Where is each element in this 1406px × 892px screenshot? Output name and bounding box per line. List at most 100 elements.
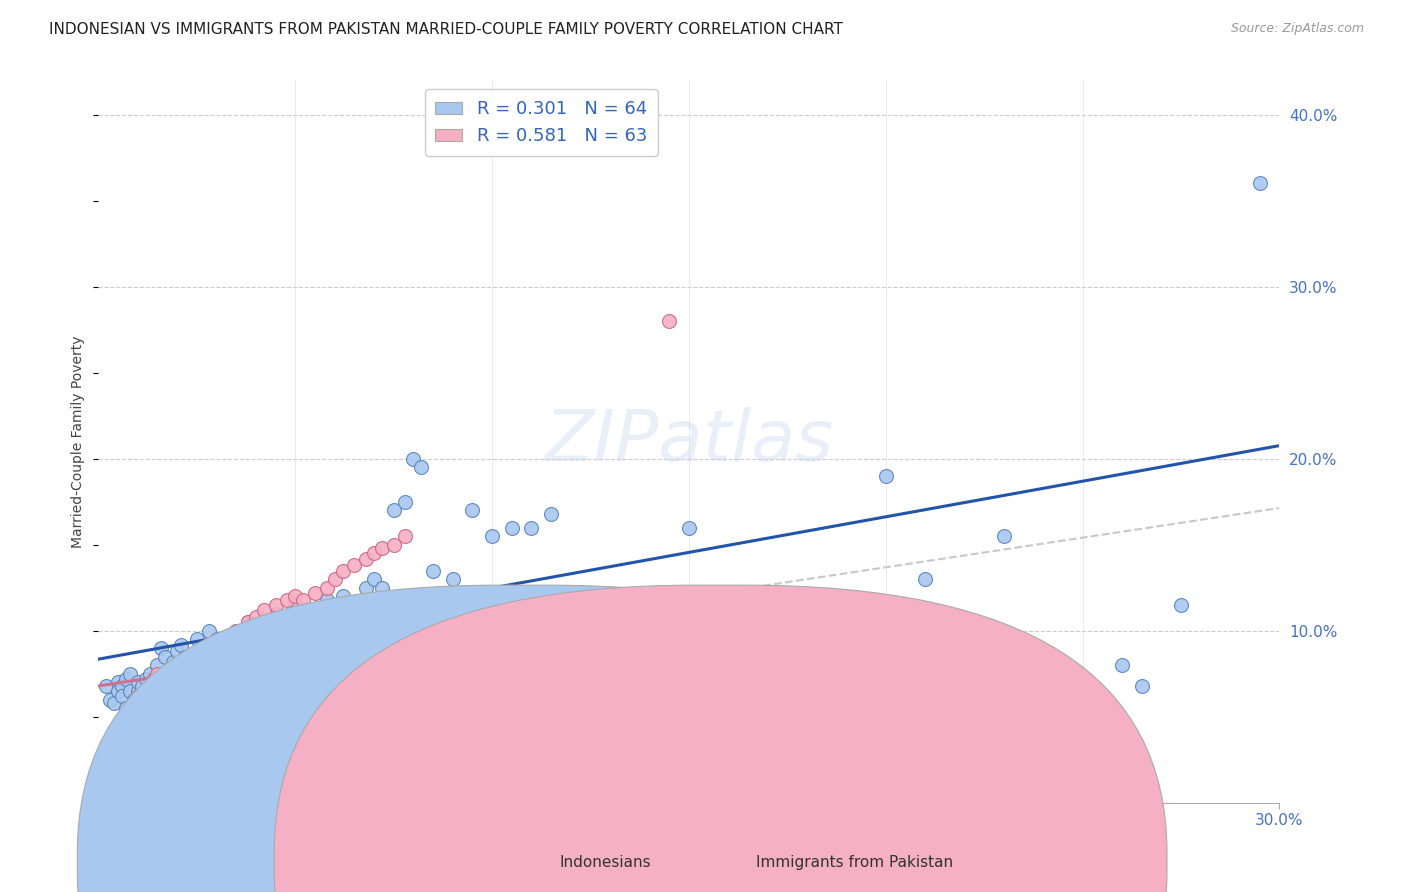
- Text: Immigrants from Pakistan: Immigrants from Pakistan: [756, 855, 953, 870]
- Point: [162, 666, 184, 681]
- Legend: R = 0.301   N = 64, R = 0.581   N = 63: R = 0.301 N = 64, R = 0.581 N = 63: [425, 89, 658, 156]
- Point: [150, 640, 173, 655]
- Point: [155, 679, 177, 693]
- Point: [481, 666, 503, 681]
- Point: [441, 644, 464, 658]
- Point: [127, 675, 149, 690]
- Point: [323, 572, 346, 586]
- Point: [382, 503, 405, 517]
- Point: [304, 610, 326, 624]
- Point: [170, 638, 193, 652]
- Point: [162, 655, 184, 669]
- Point: [118, 710, 141, 724]
- Point: [96, 679, 118, 693]
- Point: [363, 572, 385, 586]
- Point: [332, 590, 354, 604]
- Point: [142, 672, 165, 686]
- Point: [560, 758, 582, 772]
- Point: [1170, 598, 1192, 612]
- Point: [304, 586, 326, 600]
- Point: [127, 689, 149, 703]
- Point: [411, 460, 433, 475]
- Point: [146, 666, 169, 681]
- Point: [276, 610, 298, 624]
- Point: [354, 581, 377, 595]
- Point: [186, 632, 208, 647]
- Point: [205, 638, 228, 652]
- Point: [205, 632, 228, 647]
- Point: [236, 615, 259, 630]
- Point: [150, 675, 173, 690]
- Point: [96, 753, 118, 767]
- Point: [107, 727, 129, 741]
- Point: [245, 624, 267, 638]
- Point: [315, 581, 337, 595]
- Point: [371, 581, 394, 595]
- Y-axis label: Married-Couple Family Poverty: Married-Couple Family Poverty: [72, 335, 86, 548]
- Text: INDONESIAN VS IMMIGRANTS FROM PAKISTAN MARRIED-COUPLE FAMILY POVERTY CORRELATION: INDONESIAN VS IMMIGRANTS FROM PAKISTAN M…: [49, 22, 844, 37]
- Point: [253, 615, 276, 630]
- Point: [111, 718, 134, 732]
- Point: [461, 658, 484, 673]
- Point: [501, 675, 523, 690]
- Point: [402, 451, 425, 466]
- Point: [993, 529, 1015, 543]
- Point: [115, 713, 138, 727]
- Point: [127, 701, 149, 715]
- Point: [111, 679, 134, 693]
- Point: [343, 558, 366, 573]
- Point: [382, 538, 405, 552]
- Point: [481, 529, 503, 543]
- Point: [411, 632, 433, 647]
- Point: [98, 692, 121, 706]
- Point: [166, 662, 188, 676]
- Point: [441, 572, 464, 586]
- Point: [115, 723, 138, 738]
- Point: [157, 662, 180, 676]
- Point: [422, 564, 444, 578]
- Point: [245, 610, 267, 624]
- Text: ZIPatlas: ZIPatlas: [544, 407, 834, 476]
- Point: [323, 598, 346, 612]
- Point: [264, 607, 287, 621]
- Point: [276, 592, 298, 607]
- Point: [103, 696, 125, 710]
- Point: [170, 658, 193, 673]
- Point: [225, 624, 247, 638]
- Point: [174, 649, 197, 664]
- Point: [155, 649, 177, 664]
- Point: [461, 503, 484, 517]
- Point: [236, 615, 259, 630]
- Point: [138, 666, 160, 681]
- Point: [450, 655, 472, 669]
- Point: [1130, 679, 1153, 693]
- Point: [197, 624, 219, 638]
- Point: [107, 684, 129, 698]
- Point: [402, 624, 425, 638]
- Point: [354, 551, 377, 566]
- Point: [343, 598, 366, 612]
- Point: [1249, 177, 1271, 191]
- Point: [284, 598, 307, 612]
- Point: [98, 747, 121, 762]
- Point: [253, 603, 276, 617]
- Point: [678, 764, 700, 779]
- Point: [111, 731, 134, 745]
- Point: [127, 684, 149, 698]
- Point: [131, 692, 153, 706]
- Point: [111, 689, 134, 703]
- Point: [540, 507, 562, 521]
- Point: [371, 541, 394, 556]
- Point: [292, 592, 315, 607]
- Point: [115, 672, 138, 686]
- Point: [103, 740, 125, 755]
- Point: [315, 592, 337, 607]
- Point: [118, 701, 141, 715]
- Point: [186, 649, 208, 664]
- Point: [166, 644, 188, 658]
- Point: [638, 761, 661, 775]
- Point: [501, 520, 523, 534]
- Point: [658, 314, 681, 328]
- Point: [264, 598, 287, 612]
- Point: [332, 564, 354, 578]
